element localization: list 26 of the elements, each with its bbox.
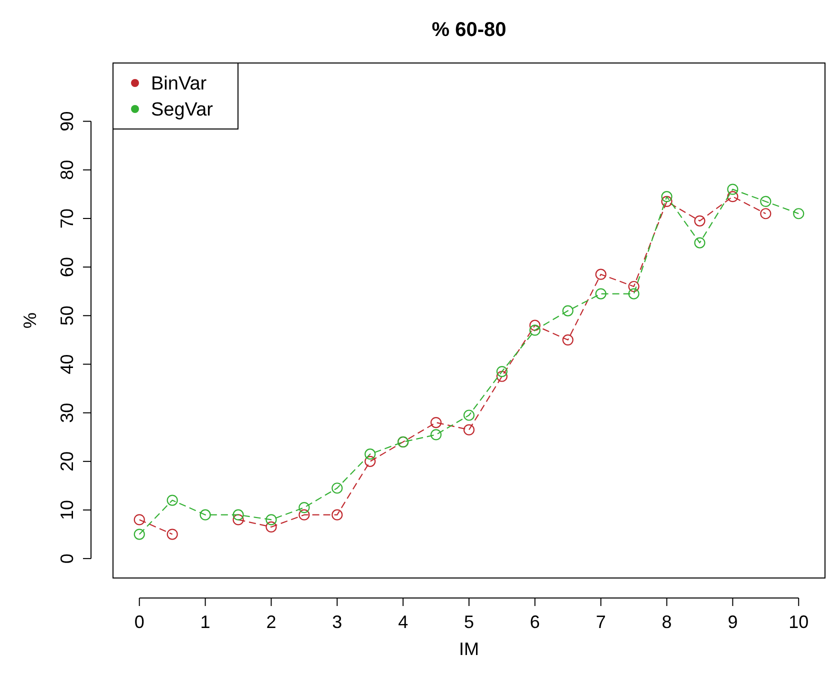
legend-label: SegVar [151,100,214,121]
x-tick-label: 10 [788,612,809,632]
y-tick-label: 40 [57,354,77,374]
y-tick-label: 80 [57,160,77,180]
x-tick-label: 4 [398,612,408,632]
x-tick-label: 8 [662,612,672,632]
y-tick-label: 0 [57,554,77,564]
y-tick-label: 50 [57,306,77,326]
x-axis-title: IM [459,639,479,659]
y-axis-title: % [20,312,40,329]
x-tick-label: 9 [728,612,738,632]
x-tick-label: 3 [332,612,342,632]
x-tick-label: 7 [596,612,606,632]
y-tick-label: 30 [57,402,77,423]
x-tick-label: 1 [200,612,210,632]
x-tick-label: 0 [134,612,144,632]
y-tick-label: 70 [57,208,77,228]
chart-title: % 60-80 [432,19,506,41]
y-tick-label: 60 [57,257,77,278]
x-tick-label: 6 [530,612,540,632]
y-tick-label: 20 [57,451,77,472]
legend-label: BinVar [151,74,208,95]
x-tick-label: 5 [464,612,474,632]
y-tick-label: 10 [57,500,77,520]
y-tick-label: 90 [57,111,77,132]
x-tick-label: 2 [266,612,276,632]
